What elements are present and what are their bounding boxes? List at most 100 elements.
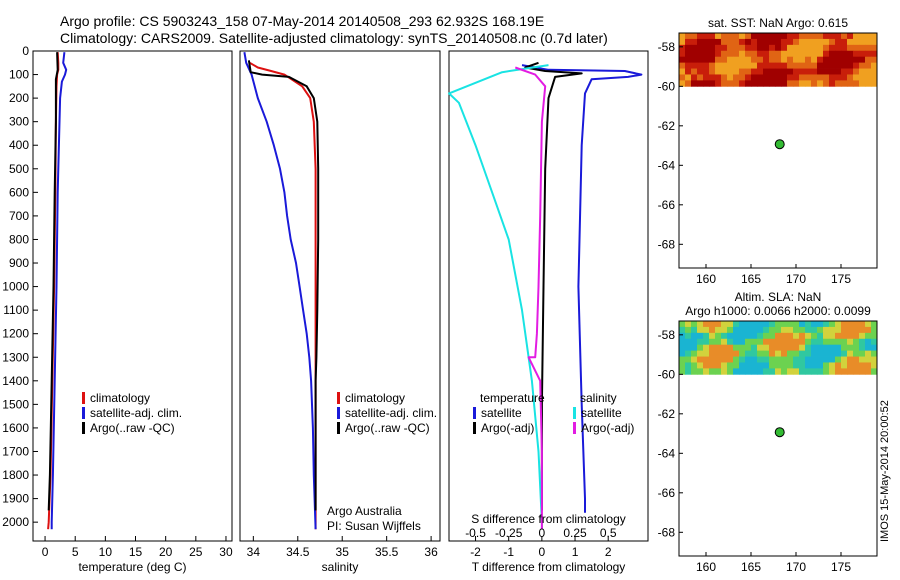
x-tick-label: 160 bbox=[696, 560, 716, 574]
legend-label: Argo(-adj) bbox=[581, 421, 634, 435]
heatmap-cell bbox=[727, 362, 734, 369]
heatmap-cell bbox=[805, 80, 812, 87]
argo-position-marker bbox=[774, 427, 785, 438]
heatmap-cell bbox=[715, 350, 722, 357]
legend-label: satellite-adj. clim. bbox=[345, 406, 437, 420]
x-tick-label: 175 bbox=[831, 560, 851, 574]
heatmap-cell bbox=[799, 62, 806, 69]
heatmap-cell bbox=[685, 368, 692, 375]
heatmap-cell bbox=[727, 326, 734, 334]
plot-frame bbox=[448, 50, 649, 542]
heatmap-cell bbox=[859, 356, 866, 363]
heatmap-cell bbox=[745, 326, 752, 334]
series-line-2 bbox=[247, 60, 320, 511]
heatmap-cell bbox=[865, 62, 872, 69]
heatmap-cell bbox=[793, 68, 800, 75]
heatmap-cell bbox=[685, 338, 692, 346]
heatmap-cell bbox=[763, 74, 770, 81]
heatmap-cell bbox=[871, 80, 878, 87]
heatmap-cell bbox=[715, 68, 722, 75]
heatmap-cell bbox=[805, 326, 812, 334]
heatmap-cell bbox=[745, 74, 752, 81]
legend-swatch bbox=[82, 407, 85, 419]
heatmap-cell bbox=[871, 74, 878, 81]
heatmap-cell bbox=[721, 344, 728, 352]
heatmap-cell bbox=[757, 321, 764, 328]
sla-map-panel: -58 -60 -62 -64 -66 -68 160 165 170 175 Altim. SLA… bbox=[658, 290, 878, 574]
y-tick-label: 2000 bbox=[2, 515, 29, 529]
heatmap-cell bbox=[841, 68, 848, 75]
heatmap-cell bbox=[841, 74, 848, 81]
heatmap-cell bbox=[829, 326, 836, 334]
heatmap-cell bbox=[739, 74, 746, 81]
heatmap-cell bbox=[805, 74, 812, 81]
heatmap-cell bbox=[835, 56, 842, 64]
heatmap-cell bbox=[679, 368, 686, 375]
heatmap-cell bbox=[763, 38, 770, 46]
heatmap-cell bbox=[703, 338, 710, 346]
heatmap-cell bbox=[733, 368, 740, 375]
heatmap-cell bbox=[679, 326, 686, 334]
heatmap-cell bbox=[781, 44, 788, 52]
heatmap-cell bbox=[739, 368, 746, 375]
heatmap-cell bbox=[853, 80, 860, 87]
y-tick-label: 1100 bbox=[3, 303, 29, 317]
heatmap-cell bbox=[745, 338, 752, 346]
heatmap-cell bbox=[709, 50, 716, 58]
heatmap-cell bbox=[727, 68, 734, 75]
heatmap-cell bbox=[781, 332, 788, 340]
y-tick-label: 1600 bbox=[2, 421, 29, 435]
heatmap-cell bbox=[793, 62, 800, 69]
heatmap-cell bbox=[727, 321, 734, 328]
heatmap-cell bbox=[871, 326, 878, 334]
heatmap-cell bbox=[793, 350, 800, 357]
heatmap-cell bbox=[829, 33, 836, 40]
heatmap-cell bbox=[709, 362, 716, 369]
heatmap-cell bbox=[805, 38, 812, 46]
heatmap-cell bbox=[763, 44, 770, 52]
heatmap-cell bbox=[829, 56, 836, 64]
heatmap-cell bbox=[781, 56, 788, 64]
annotation-text: Argo Australia bbox=[327, 504, 402, 518]
heatmap-cell bbox=[697, 321, 704, 328]
heatmap-cell bbox=[691, 350, 698, 357]
heatmap-cell bbox=[751, 362, 758, 369]
heatmap-cell bbox=[709, 338, 716, 346]
map-title: Altim. SLA: NaN bbox=[735, 290, 822, 304]
y-tick-label: 1900 bbox=[2, 492, 29, 506]
y-tick-label: -66 bbox=[658, 198, 676, 212]
heatmap-cell bbox=[787, 338, 794, 346]
heatmap-cell bbox=[859, 326, 866, 334]
heatmap-cell bbox=[847, 68, 854, 75]
heatmap-cell bbox=[721, 44, 728, 52]
heatmap-cell bbox=[793, 326, 800, 334]
heatmap-cell bbox=[823, 326, 830, 334]
heatmap-cell bbox=[757, 38, 764, 46]
heatmap-cell bbox=[715, 62, 722, 69]
heatmap-cell bbox=[739, 56, 746, 64]
heatmap-cell bbox=[751, 33, 758, 40]
heatmap-cell bbox=[781, 368, 788, 375]
heatmap-cell bbox=[835, 80, 842, 87]
heatmap-cell bbox=[799, 74, 806, 81]
heatmap-cell bbox=[799, 50, 806, 58]
heatmap-cell bbox=[787, 56, 794, 64]
heatmap-cell bbox=[829, 362, 836, 369]
heatmap-cell bbox=[679, 62, 686, 69]
heatmap-cell bbox=[871, 332, 878, 340]
heatmap-cell bbox=[829, 344, 836, 352]
heatmap-cell bbox=[817, 338, 824, 346]
heatmap-cell bbox=[787, 80, 794, 87]
heatmap-cell bbox=[847, 80, 854, 87]
heatmap-cell bbox=[721, 362, 728, 369]
y-tick-label: 1700 bbox=[2, 444, 29, 458]
heatmap-cell bbox=[745, 50, 752, 58]
heatmap-cell bbox=[823, 33, 830, 40]
heatmap-cell bbox=[703, 350, 710, 357]
heatmap-cell bbox=[745, 62, 752, 69]
heatmap-cell bbox=[823, 50, 830, 58]
heatmap-cell bbox=[745, 33, 752, 40]
heatmap-cell bbox=[709, 368, 716, 375]
heatmap-cell bbox=[727, 350, 734, 357]
x-tick-label: 0 bbox=[42, 545, 49, 559]
